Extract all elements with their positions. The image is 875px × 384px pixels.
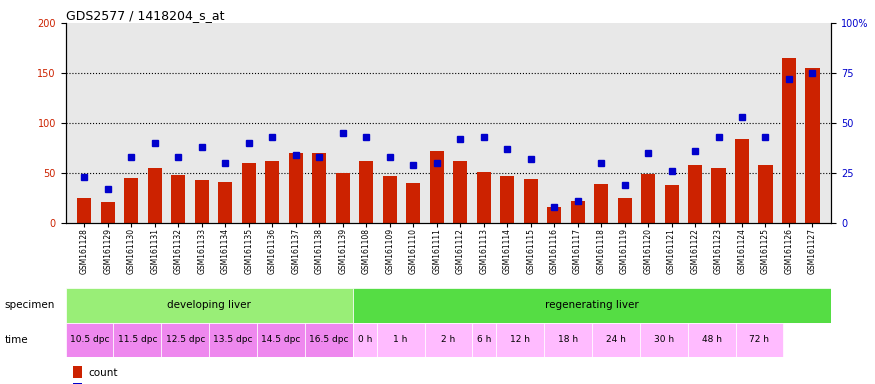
Bar (242, 163, 256, 223)
Bar (101, 202, 115, 223)
FancyBboxPatch shape (376, 323, 424, 357)
Bar (172, 175, 186, 223)
Text: regenerating liver: regenerating liver (545, 300, 639, 310)
FancyBboxPatch shape (257, 323, 304, 357)
Text: count: count (88, 368, 118, 378)
Text: 48 h: 48 h (702, 335, 722, 344)
Text: 72 h: 72 h (750, 335, 769, 344)
Bar (360, 161, 374, 223)
Text: 6 h: 6 h (477, 335, 492, 344)
FancyBboxPatch shape (592, 323, 640, 357)
Bar (218, 182, 233, 223)
Text: specimen: specimen (4, 300, 55, 310)
Bar (74, 383, 82, 384)
Bar (312, 153, 326, 223)
Bar (195, 180, 209, 223)
Bar (618, 198, 632, 223)
Bar (523, 179, 537, 223)
FancyBboxPatch shape (209, 323, 257, 357)
FancyBboxPatch shape (688, 323, 736, 357)
Bar (74, 366, 82, 378)
Bar (641, 174, 655, 223)
Bar (148, 168, 162, 223)
Text: 0 h: 0 h (358, 335, 372, 344)
Text: developing liver: developing liver (167, 300, 251, 310)
Bar (782, 58, 796, 223)
FancyBboxPatch shape (161, 323, 209, 357)
Bar (500, 176, 514, 223)
Bar (594, 184, 608, 223)
Text: 24 h: 24 h (606, 335, 626, 344)
Bar (547, 207, 561, 223)
Bar (711, 168, 725, 223)
Bar (430, 151, 444, 223)
Text: 11.5 dpc: 11.5 dpc (117, 335, 158, 344)
Bar (382, 176, 396, 223)
Bar (805, 68, 820, 223)
Bar (688, 165, 702, 223)
FancyBboxPatch shape (66, 323, 114, 357)
FancyBboxPatch shape (736, 323, 783, 357)
Bar (336, 173, 350, 223)
Bar (759, 165, 773, 223)
Text: 1 h: 1 h (394, 335, 408, 344)
FancyBboxPatch shape (473, 323, 496, 357)
Text: 12 h: 12 h (510, 335, 530, 344)
FancyBboxPatch shape (424, 323, 473, 357)
FancyBboxPatch shape (353, 323, 376, 357)
Bar (406, 183, 420, 223)
Text: 13.5 dpc: 13.5 dpc (214, 335, 253, 344)
Text: 30 h: 30 h (654, 335, 674, 344)
Bar (570, 201, 584, 223)
Bar (453, 161, 467, 223)
FancyBboxPatch shape (114, 323, 161, 357)
Bar (664, 185, 679, 223)
Text: 12.5 dpc: 12.5 dpc (165, 335, 205, 344)
FancyBboxPatch shape (640, 323, 688, 357)
Bar (77, 198, 92, 223)
Text: time: time (4, 335, 28, 345)
Bar (265, 161, 279, 223)
Text: 18 h: 18 h (558, 335, 578, 344)
Text: 10.5 dpc: 10.5 dpc (70, 335, 109, 344)
Text: GDS2577 / 1418204_s_at: GDS2577 / 1418204_s_at (66, 9, 224, 22)
Bar (124, 178, 138, 223)
Text: 14.5 dpc: 14.5 dpc (262, 335, 301, 344)
Bar (477, 172, 491, 223)
FancyBboxPatch shape (304, 323, 353, 357)
FancyBboxPatch shape (66, 288, 353, 323)
FancyBboxPatch shape (544, 323, 592, 357)
FancyBboxPatch shape (496, 323, 544, 357)
Bar (289, 153, 303, 223)
Text: 2 h: 2 h (441, 335, 456, 344)
FancyBboxPatch shape (353, 288, 831, 323)
Bar (735, 139, 749, 223)
Text: 16.5 dpc: 16.5 dpc (309, 335, 348, 344)
